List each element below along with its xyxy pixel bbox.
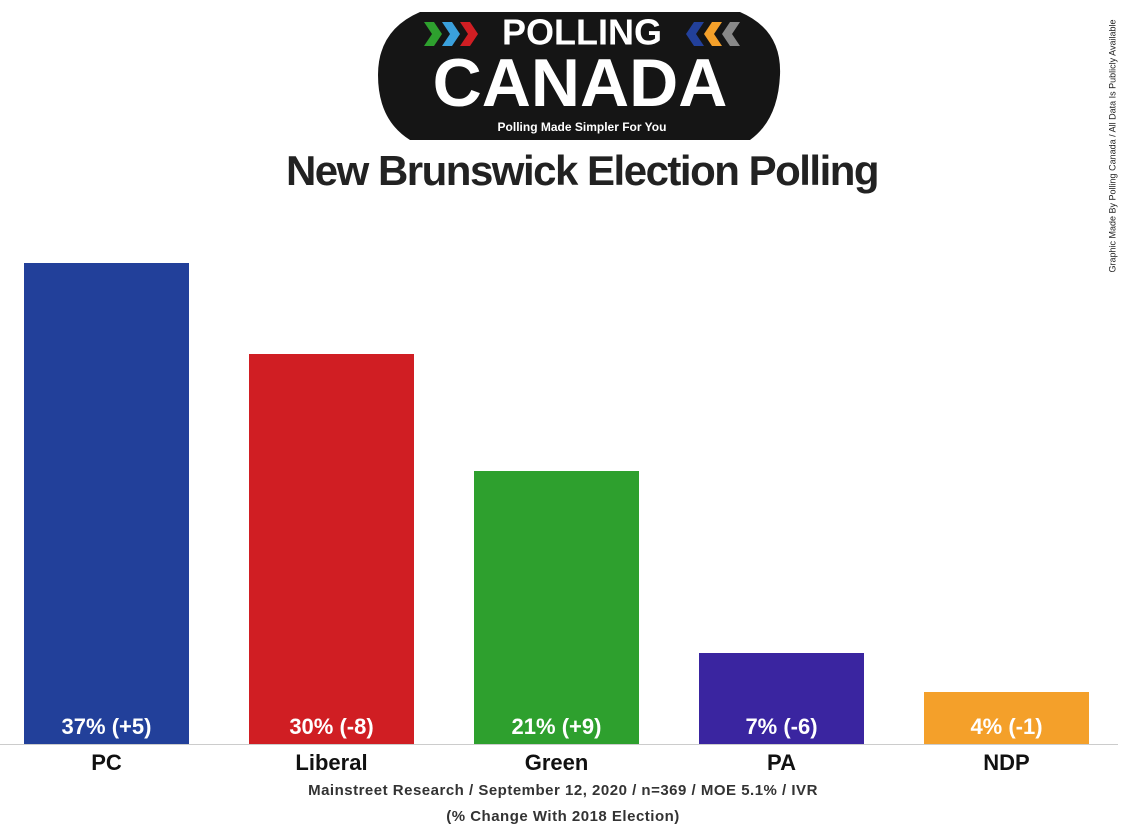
x-tick-label: PC <box>91 750 122 775</box>
chart-title: New Brunswick Election Polling <box>286 147 878 194</box>
side-note: Graphic Made By Polling Canada / All Dat… <box>1107 20 1117 273</box>
logo-tagline: Polling Made Simpler For You <box>498 120 667 134</box>
logo-main: CANADA <box>433 45 728 121</box>
chevron <box>722 22 740 46</box>
bar <box>249 354 414 744</box>
bar <box>24 263 189 744</box>
bar <box>699 653 864 744</box>
value-label: 30% (-8) <box>289 714 373 739</box>
value-label: 37% (+5) <box>62 714 152 739</box>
source: Mainstreet Research / September 12, 2020… <box>308 782 818 799</box>
note: (% Change With 2018 Election) <box>446 808 680 825</box>
bar <box>474 471 639 744</box>
bar <box>924 692 1089 744</box>
chevron <box>442 22 460 46</box>
value-label: 21% (+9) <box>512 714 602 739</box>
x-tick-label: PA <box>767 750 796 775</box>
value-label: 7% (-6) <box>745 714 817 739</box>
chevron <box>460 22 478 46</box>
x-tick-label: Green <box>525 750 589 775</box>
chevron <box>424 22 442 46</box>
logo: POLLING CANADA Polling Made Simpler For … <box>378 12 781 140</box>
chevron <box>704 22 722 46</box>
logo-top: POLLING <box>502 12 662 53</box>
x-tick-label: NDP <box>983 750 1029 775</box>
x-tick-label: Liberal <box>295 750 367 775</box>
chevron <box>686 22 704 46</box>
logo-badge <box>378 12 781 140</box>
value-label: 4% (-1) <box>970 714 1042 739</box>
